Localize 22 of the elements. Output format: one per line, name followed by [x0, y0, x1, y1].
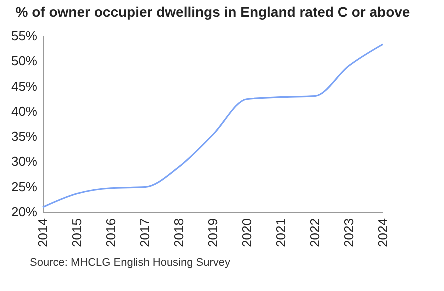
y-tick-label: 45%	[11, 78, 38, 94]
y-tick-label: 35%	[11, 129, 38, 144]
line-series	[42, 44, 384, 208]
x-tick-label: 2014	[36, 218, 50, 248]
y-tick-label: 30%	[11, 154, 38, 170]
x-tick-label: 2018	[172, 218, 186, 248]
y-tick-label: 55%	[11, 28, 38, 44]
source-note: Source: MHCLG English Housing Survey	[30, 257, 231, 269]
x-tick-label: 2021	[274, 218, 288, 248]
x-tick-label: 2020	[240, 218, 254, 248]
x-tick-label: 2019	[206, 218, 220, 248]
y-tick-label: 40%	[11, 104, 38, 119]
chart-title: % of owner occupier dwellings in England rated C or above	[16, 4, 410, 20]
x-tick-label: 2016	[104, 218, 118, 248]
x-tick-label: 2017	[138, 218, 152, 248]
y-tick-label: 20%	[11, 204, 38, 220]
x-tick-label: 2024	[376, 218, 390, 248]
x-tick-label: 2015	[70, 218, 84, 248]
y-tick-label: 25%	[11, 179, 38, 194]
x-tick-label: 2022	[308, 218, 322, 248]
x-tick-label: 2023	[342, 218, 356, 248]
y-tick-label: 50%	[11, 54, 38, 69]
